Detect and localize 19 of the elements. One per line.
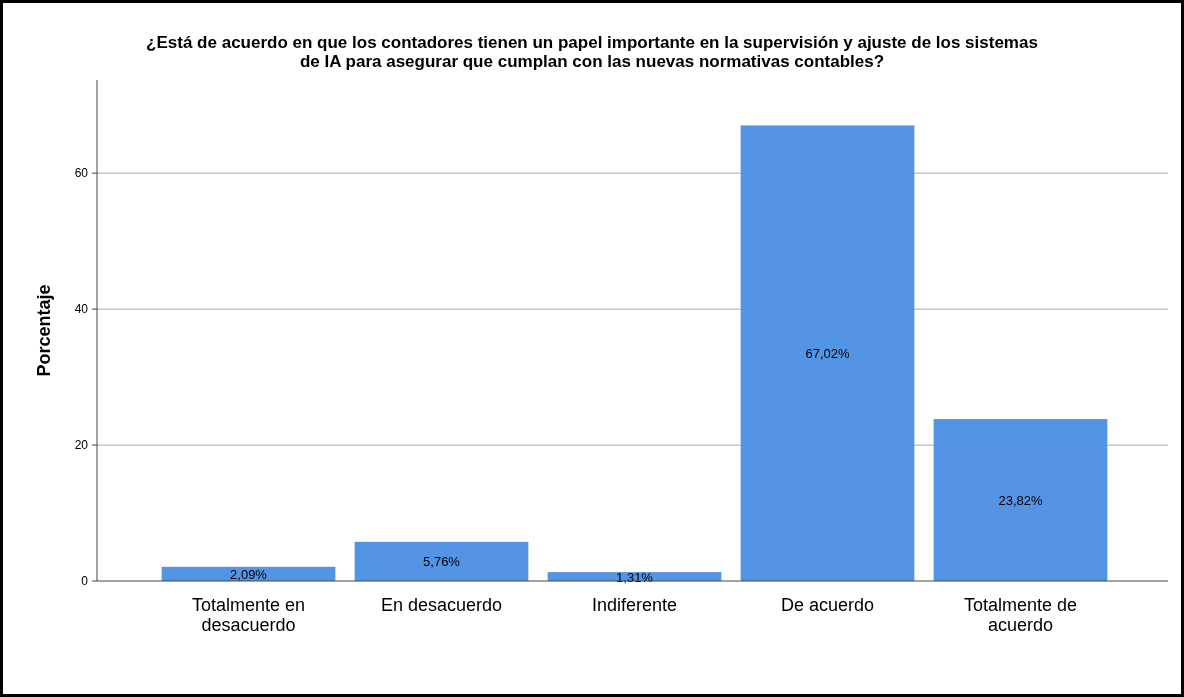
bar <box>354 541 529 581</box>
data-label: 67,02% <box>805 346 850 362</box>
data-label: 1,31% <box>616 569 654 585</box>
data-label: 23,82% <box>998 493 1043 509</box>
x-tick-label: Indiferente <box>591 595 678 615</box>
x-tick-label: En desacuerdo <box>380 595 503 615</box>
chart-title: ¿Está de acuerdo en que los contadores tienen un papel importante en la supervisión y ajuste de los sistemas de IA para asegurar que cumplan con las nuevas normativas contables? <box>146 33 1038 71</box>
y-tick-label: 40 <box>74 302 89 317</box>
x-tick-label: De acuerdo <box>780 595 875 615</box>
y-tick-label: 20 <box>74 438 89 453</box>
y-tick-label: 60 <box>74 166 89 181</box>
y-axis-title: Porcentaje <box>34 284 54 377</box>
x-tick-label: Totalmente en desacuerdo <box>191 595 306 635</box>
data-label: 5,76% <box>423 554 461 570</box>
x-tick-label: Totalmente de acuerdo <box>963 595 1078 635</box>
y-tick-label: 0 <box>81 574 89 588</box>
bar <box>933 419 1108 581</box>
data-label: 2,09% <box>230 566 268 582</box>
bar <box>740 125 915 581</box>
